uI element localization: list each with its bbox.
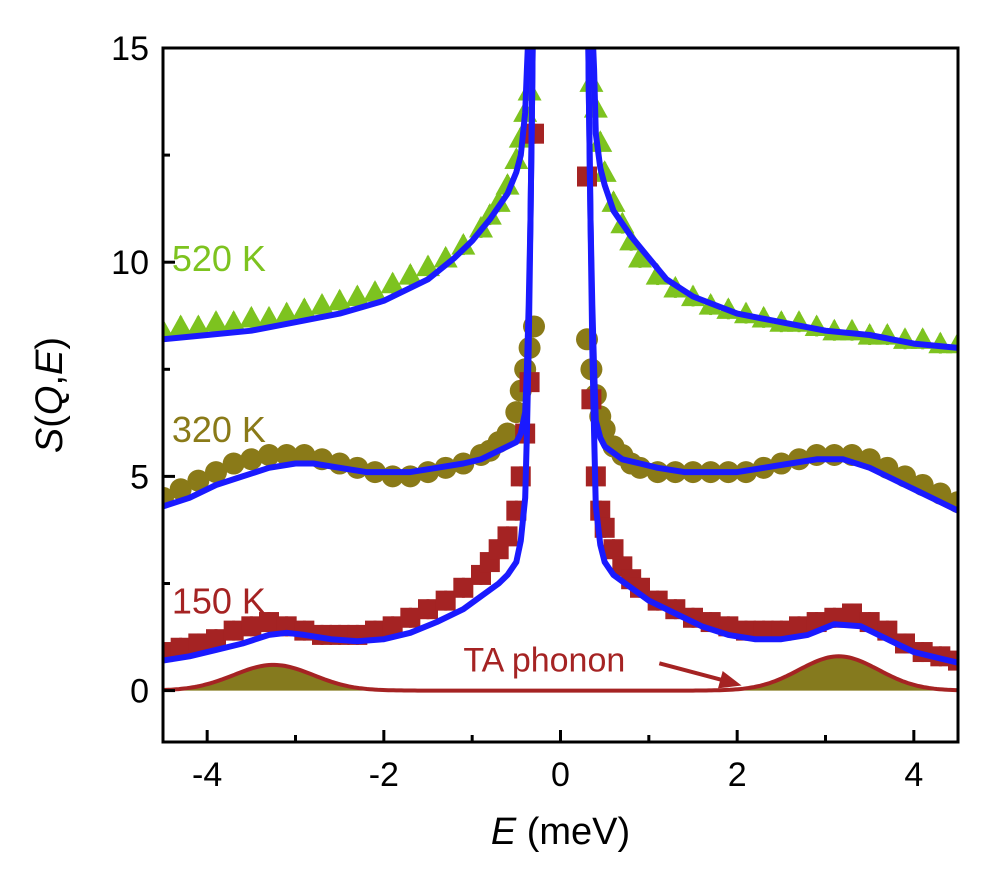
series-label: 320 K (172, 409, 266, 450)
data-point (504, 147, 529, 169)
y-axis-title: S(Q,E) (29, 337, 71, 453)
fit-line-520-k-fit (163, 48, 958, 351)
data-point (603, 539, 624, 560)
data-point (345, 284, 370, 307)
data-point (486, 190, 511, 212)
data-point (241, 616, 262, 637)
data-point (187, 469, 210, 492)
data-point (496, 422, 519, 445)
data-point (418, 599, 438, 620)
data-point (400, 607, 421, 628)
data-point (495, 173, 520, 195)
series-label: 150 K (172, 580, 266, 621)
data-point (222, 452, 245, 475)
data-point (169, 478, 192, 501)
y-axis-title-part: ( (29, 415, 71, 428)
data-point (221, 310, 246, 332)
annotation-label: TA phonon (463, 641, 625, 679)
data-point (453, 577, 474, 598)
y-axis-title-part: S (29, 428, 71, 453)
x-tick-label: -4 (192, 756, 222, 794)
data-point (206, 629, 226, 650)
data-point (327, 288, 352, 311)
annotation-arrow-line (658, 661, 729, 684)
data-point (753, 620, 774, 641)
data-point (382, 616, 403, 637)
data-point (204, 310, 228, 332)
data-point (310, 293, 334, 315)
phonon-line (163, 654, 958, 693)
y-tick-label: 10 (111, 244, 149, 282)
series-150-k (163, 123, 958, 671)
data-point (275, 443, 298, 466)
data-point (380, 271, 405, 294)
fit-line-320-k-fit (163, 48, 958, 514)
data-point (588, 130, 613, 152)
series-label: 520 K (172, 238, 266, 279)
data-point (170, 637, 191, 658)
axes-layer: -4 -2 0 2 4 0 5 10 15 (111, 30, 960, 794)
plot-frame (161, 46, 960, 744)
data-point (365, 620, 385, 641)
y-axis-title-part: Q (29, 386, 71, 416)
x-axis-title-symbol: E (491, 811, 517, 853)
fits-layer (163, 48, 958, 666)
phonon-fill (163, 656, 958, 691)
x-tick-label: 0 (551, 756, 570, 794)
data-point (363, 280, 387, 302)
y-axis-title-part: ) (29, 337, 71, 350)
data-point (398, 263, 423, 285)
data-point (223, 620, 244, 641)
x-axis-title-unit: (meV) (516, 811, 630, 853)
data-point (258, 443, 280, 466)
data-point (497, 526, 518, 547)
series-320-k (163, 315, 958, 514)
data-point (240, 448, 263, 471)
data-point (601, 190, 626, 212)
data-point (163, 642, 173, 663)
annotation-arrow-head (718, 671, 742, 689)
data-point (274, 301, 299, 324)
data-point (168, 314, 193, 337)
y-tick-label: 0 (130, 673, 149, 711)
data-point (259, 612, 279, 633)
data-point (257, 305, 281, 328)
data-point (188, 633, 209, 654)
y-axis-title-part: E (29, 349, 71, 375)
data-point (628, 245, 652, 268)
x-tick-label: -2 (369, 756, 399, 794)
phonon-layer (163, 654, 958, 693)
data-point (789, 616, 809, 637)
data-point (239, 305, 264, 328)
data-point (293, 443, 316, 466)
data-point (477, 203, 502, 225)
series-520-k (163, 70, 958, 354)
x-tick-label: 4 (904, 756, 923, 794)
points-layer (163, 70, 958, 671)
x-tick-label: 2 (728, 756, 747, 794)
data-point (186, 314, 211, 337)
x-axis-title: E (meV) (491, 811, 630, 853)
data-point (292, 297, 317, 319)
y-tick-label: 5 (130, 458, 149, 496)
y-axis-title-part: , (29, 375, 71, 386)
y-tick-label: 15 (111, 30, 149, 68)
data-point (435, 590, 456, 611)
data-point (451, 233, 476, 255)
data-point (205, 461, 227, 484)
data-point (842, 603, 862, 624)
fit-line-150-k-fit (163, 48, 958, 666)
data-point (592, 160, 617, 182)
